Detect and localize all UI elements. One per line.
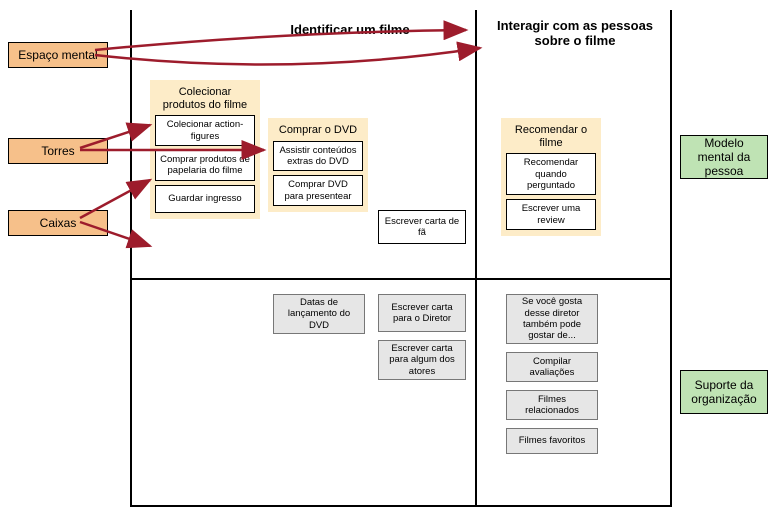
- tower-0-box-0: Colecionar action-figures: [155, 115, 255, 146]
- legend-right-0: Modelo mental da pessoa: [680, 135, 768, 179]
- tower-2: Recomendar o filme Recomendar quando perg…: [501, 118, 601, 236]
- tower-title-0: Colecionar produtos do filme: [156, 86, 254, 111]
- support-box-5: Filmes relacionados: [506, 390, 598, 420]
- support-box-2: Escrever carta para algum dos atores: [378, 340, 466, 380]
- tower-1: Comprar o DVD Assistir conteúdos extras d…: [268, 118, 368, 212]
- support-box-0: Datas de lançamento do DVD: [273, 294, 365, 334]
- tower-1-box-0: Assistir conteúdos extras do DVD: [273, 141, 363, 172]
- support-box-3: Se você gosta desse diretor também pode …: [506, 294, 598, 344]
- arrow-1: [95, 48, 480, 64]
- legend-right-1: Suporte da organização: [680, 370, 768, 414]
- support-box-4: Compilar avaliações: [506, 352, 598, 382]
- tower-title-2: Recomendar o filme: [507, 124, 595, 149]
- tower-0-box-1: Comprar produtos de papelaria do filme: [155, 150, 255, 181]
- grid-bottom: [130, 505, 672, 507]
- tower-0-box-2: Guardar ingresso: [155, 185, 255, 213]
- legend-left-0: Espaço mental: [8, 42, 108, 68]
- grid-v3: [670, 10, 672, 505]
- loose-box-0: Escrever carta de fã: [378, 210, 466, 244]
- tower-0: Colecionar produtos do filme Colecionar a…: [150, 80, 260, 219]
- support-box-1: Escrever carta para o Diretor: [378, 294, 466, 332]
- tower-1-box-1: Comprar DVD para presentear: [273, 175, 363, 206]
- header-col1: Identificar um filme: [250, 22, 450, 37]
- legend-left-1: Torres: [8, 138, 108, 164]
- tower-title-1: Comprar o DVD: [274, 124, 362, 137]
- legend-left-2: Caixas: [8, 210, 108, 236]
- support-box-6: Filmes favoritos: [506, 428, 598, 454]
- grid-h: [130, 278, 672, 280]
- diagram-canvas: Identificar um filme Interagir com as pe…: [0, 0, 776, 517]
- tower-2-box-1: Escrever uma review: [506, 199, 596, 230]
- arrows-layer: [0, 0, 776, 517]
- tower-2-box-0: Recomendar quando perguntado: [506, 153, 596, 195]
- grid-v1: [130, 10, 132, 505]
- header-col2: Interagir com as pessoas sobre o filme: [485, 18, 665, 48]
- grid-v2: [475, 10, 477, 505]
